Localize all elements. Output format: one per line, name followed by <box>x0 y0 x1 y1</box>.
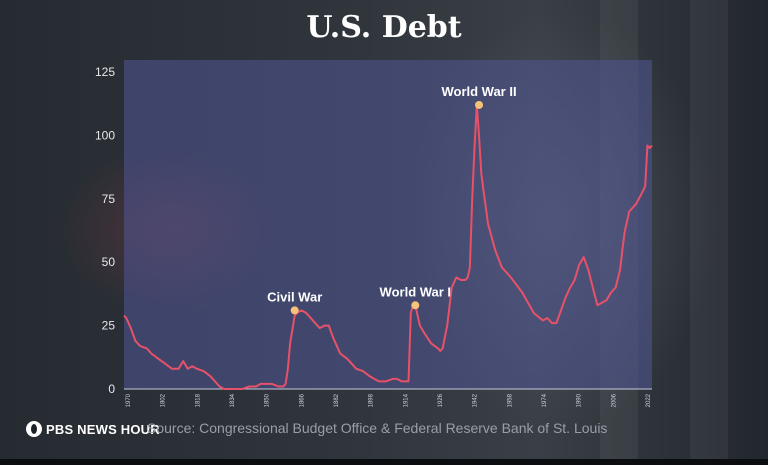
x-tick-label: 1926 <box>438 393 444 407</box>
y-tick-label: 75 <box>102 192 116 206</box>
x-tick-label: 1834 <box>230 393 236 407</box>
pbs-head-icon <box>26 421 42 437</box>
y-tick-label: 25 <box>102 319 116 333</box>
bottom-bar <box>0 459 768 465</box>
x-tick-label: 1866 <box>299 393 305 407</box>
source-note: Source: Congressional Budget Office & Fe… <box>147 420 608 436</box>
pbs-newshour-logo: PBS NEWS HOUR <box>26 419 160 439</box>
annotation-marker <box>411 301 420 310</box>
x-tick-label: 1970 <box>126 393 132 407</box>
annotation-label: Civil War <box>267 289 322 304</box>
background-pillar <box>690 0 728 465</box>
annotation-marker <box>290 306 299 315</box>
logo-text: PBS NEWS HOUR <box>46 421 160 437</box>
x-tick-label: 1990 <box>577 393 583 407</box>
x-tick-label: 1974 <box>542 393 548 407</box>
x-tick-label: 2006 <box>611 393 617 407</box>
chart-title: U.S. Debt <box>306 10 462 45</box>
y-tick-label: 50 <box>102 255 116 269</box>
x-tick-label: 2022 <box>646 393 652 407</box>
annotation-marker <box>475 100 484 109</box>
y-tick-label: 0 <box>108 382 115 396</box>
debt-series-line <box>123 104 653 390</box>
x-tick-label: 1898 <box>369 393 375 407</box>
x-tick-label: 1958 <box>507 393 513 407</box>
plot-area <box>124 60 652 389</box>
annotation-label: World War I <box>380 284 452 299</box>
y-tick-label: 100 <box>95 128 115 142</box>
annotation-label: World War II <box>441 84 516 99</box>
x-tick-label: 1942 <box>473 393 479 407</box>
x-tick-label: 1914 <box>403 393 409 407</box>
x-tick-label: 1818 <box>195 393 201 407</box>
y-tick-label: 125 <box>95 65 115 79</box>
x-tick-label: 1850 <box>265 393 271 407</box>
x-tick-label: 1882 <box>334 393 340 407</box>
x-tick-label: 1802 <box>161 393 167 407</box>
